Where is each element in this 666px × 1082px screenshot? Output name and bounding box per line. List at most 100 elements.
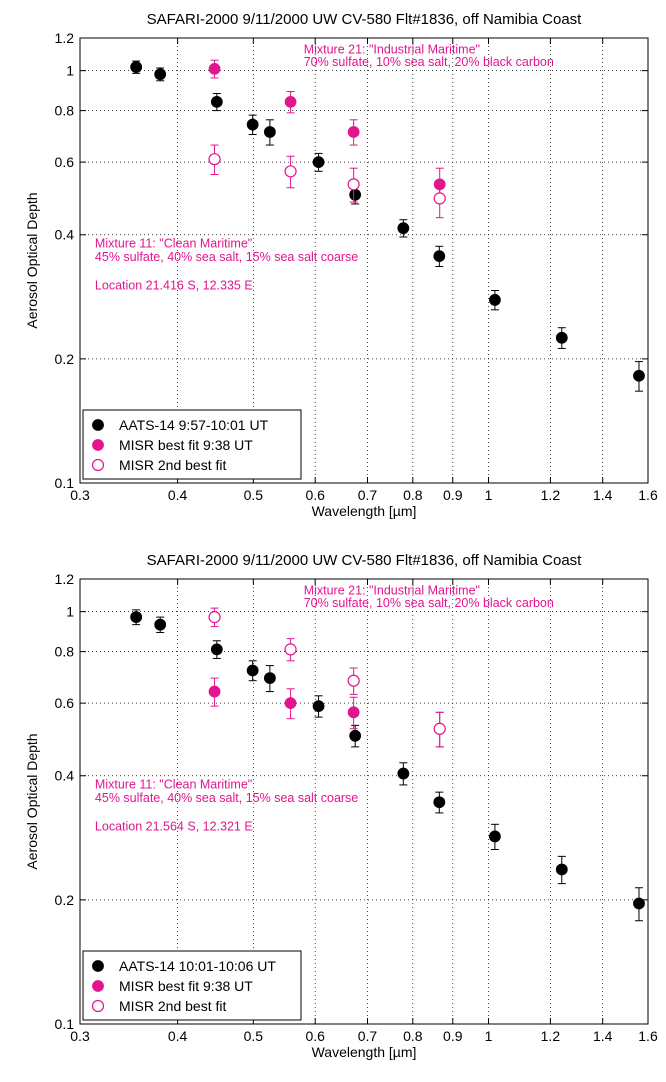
open-point-series-2: [284, 643, 297, 656]
x-axis-label: Wavelength [µm]: [312, 503, 417, 519]
legend-box: [82, 950, 302, 1021]
filled-point-series-0: [633, 369, 645, 382]
legend-label: MISR best fit 9:38 UT: [119, 978, 253, 994]
open-point-series-2: [284, 165, 297, 178]
annotation-text: 70% sulfate, 10% sea salt, 20% black car…: [304, 596, 554, 610]
open-point-series-2: [208, 611, 221, 624]
chart-panel-top: SAFARI-2000 9/11/2000 UW CV-580 Flt#1836…: [24, 11, 658, 519]
y-axis-label: Aerosol Optical Depth: [24, 733, 40, 869]
filled-point-series-0: [489, 293, 501, 306]
filled-point-series-0: [433, 796, 446, 809]
filled-point-series-0: [263, 126, 276, 138]
legend-label: MISR best fit 9:38 UT: [119, 437, 253, 453]
filled-point-series-0: [349, 188, 362, 201]
filled-point-series-1: [284, 95, 297, 108]
filled-point-series-1: [347, 706, 360, 719]
filled-point-series-0: [210, 643, 223, 656]
x-tick-label: 0.7: [358, 487, 378, 503]
plot-area: [80, 38, 648, 483]
x-tick-label: 1: [485, 487, 493, 503]
y-tick-label: 1.2: [55, 30, 75, 46]
annotation-text: 45% sulfate, 40% sea salt, 15% sea salt …: [95, 791, 358, 805]
open-point-series-2: [347, 178, 360, 191]
filled-point-series-0: [154, 68, 167, 81]
filled-point-series-0: [397, 222, 410, 235]
filled-point-series-1: [208, 685, 221, 698]
filled-point-series-0: [489, 830, 501, 843]
chart-top: SAFARI-2000 9/11/2000 UW CV-580 Flt#1836…: [24, 11, 658, 519]
legend-marker: [92, 439, 104, 451]
x-tick-label: 1.4: [593, 487, 613, 503]
legend: AATS-14 9:57-10:01 UT MISR best fit 9:38 …: [82, 409, 302, 480]
x-tick-label: 0.4: [168, 487, 188, 503]
x-tick-label: 0.3: [70, 1028, 90, 1044]
filled-point-series-1: [208, 62, 221, 75]
filled-point-series-0: [246, 118, 259, 131]
annotation-text: Mixture 21: "Industrial Maritime": [304, 584, 480, 598]
legend-marker: [92, 419, 104, 431]
x-tick-label: 0.9: [443, 487, 463, 503]
y-tick-label: 0.8: [55, 103, 75, 119]
x-tick-label: 0.6: [305, 487, 325, 503]
x-axis-label: Wavelength [µm]: [312, 1044, 417, 1060]
legend: AATS-14 10:01-10:06 UT MISR best fit 9:38…: [82, 950, 302, 1021]
legend-marker: [92, 980, 104, 992]
legend-label: AATS-14 9:57-10:01 UT: [119, 417, 269, 433]
annotation-text: Location 21.416 S, 12.335 E: [95, 278, 253, 292]
open-point-series-2: [433, 192, 446, 205]
x-tick-label: 1: [485, 1028, 493, 1044]
legend-label: MISR 2nd best fit: [119, 457, 226, 473]
filled-point-series-0: [263, 672, 276, 685]
annotation-text: Mixture 11: "Clean Maritime": [95, 778, 252, 792]
open-point-series-2: [208, 153, 221, 166]
legend-marker: [92, 960, 104, 972]
y-tick-label: 0.1: [55, 1016, 75, 1032]
y-tick-label: 0.1: [55, 475, 75, 491]
x-tick-label: 1.2: [541, 487, 561, 503]
filled-point-series-0: [349, 729, 362, 742]
y-tick-label: 0.4: [55, 768, 75, 784]
filled-point-series-0: [312, 700, 325, 713]
x-tick-label: 0.8: [403, 487, 423, 503]
annotation-text: Mixture 11: "Clean Maritime": [95, 237, 252, 251]
x-tick-label: 0.4: [168, 1028, 188, 1044]
x-tick-label: 0.5: [244, 487, 264, 503]
annotation-text: 45% sulfate, 40% sea salt, 15% sea salt …: [95, 250, 358, 264]
chart-title: SAFARI-2000 9/11/2000 UW CV-580 Flt#1836…: [147, 11, 583, 28]
filled-point-series-0: [154, 618, 167, 631]
open-point-series-2: [433, 722, 446, 735]
filled-point-series-0: [633, 897, 645, 910]
y-tick-label: 0.2: [55, 351, 75, 367]
x-tick-label: 1.6: [638, 1028, 658, 1044]
y-axis-label: Aerosol Optical Depth: [24, 192, 40, 328]
legend-box: [82, 409, 302, 480]
filled-point-series-0: [433, 250, 446, 263]
legend-marker: [91, 999, 105, 1013]
annotation-text: Location 21.564 S, 12.321 E: [95, 819, 253, 833]
y-tick-label: 0.8: [55, 644, 75, 660]
legend-marker: [91, 458, 105, 472]
x-tick-label: 0.8: [403, 1028, 423, 1044]
x-tick-label: 0.5: [244, 1028, 264, 1044]
plot-area: [80, 579, 648, 1024]
y-tick-label: 0.6: [55, 695, 75, 711]
legend-label: AATS-14 10:01-10:06 UT: [119, 958, 276, 974]
filled-point-series-1: [347, 126, 360, 138]
filled-point-series-0: [555, 863, 568, 876]
filled-point-series-1: [284, 697, 297, 710]
filled-point-series-0: [555, 331, 568, 344]
axes-frame: [79, 578, 649, 1025]
y-tick-label: 0.6: [55, 154, 75, 170]
chart-bottom: SAFARI-2000 9/11/2000 UW CV-580 Flt#1836…: [24, 552, 658, 1060]
x-tick-label: 1.2: [541, 1028, 561, 1044]
axes-frame: [79, 37, 649, 484]
y-tick-label: 1.2: [55, 571, 75, 587]
x-tick-label: 0.6: [305, 1028, 325, 1044]
y-tick-label: 1: [66, 604, 74, 620]
legend-label: MISR 2nd best fit: [119, 998, 226, 1014]
filled-point-series-0: [210, 95, 223, 108]
filled-point-series-0: [246, 664, 259, 677]
filled-point-series-0: [130, 611, 143, 624]
filled-point-series-0: [312, 156, 325, 169]
open-point-series-2: [347, 674, 360, 687]
